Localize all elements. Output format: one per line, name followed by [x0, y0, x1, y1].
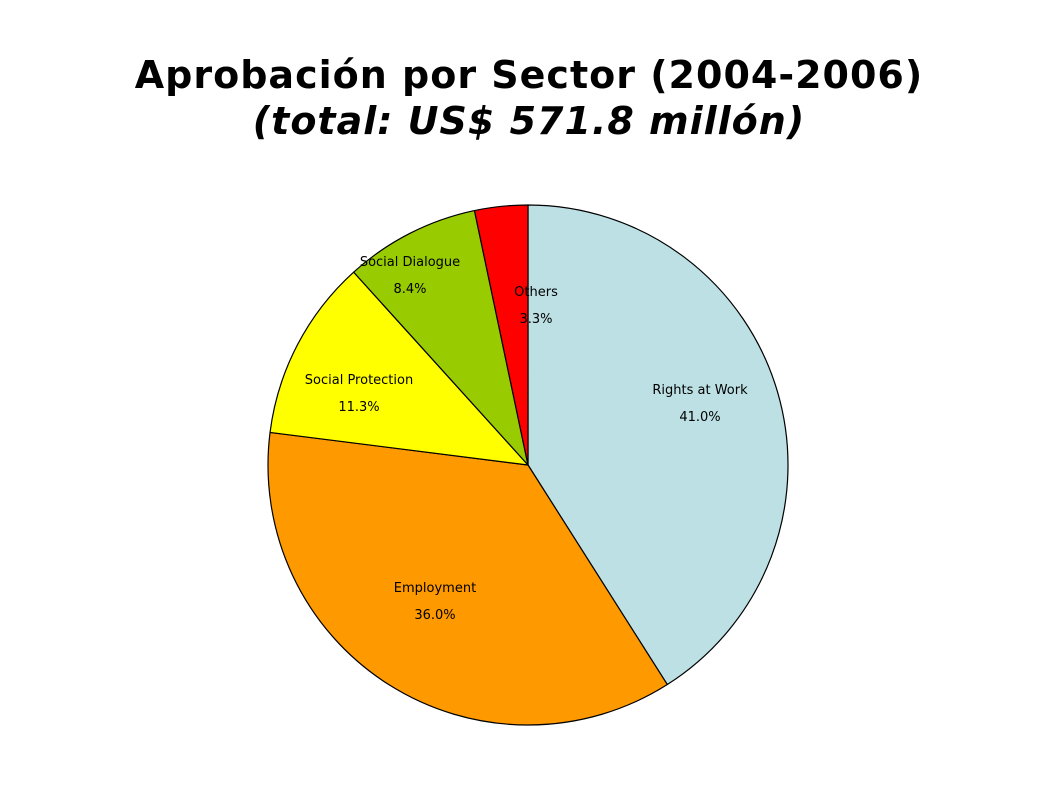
- pie-slices: [267, 204, 789, 726]
- pie-slice-others: [473, 204, 529, 466]
- slice-value-social-protection: 11.3%: [338, 400, 379, 415]
- slice-value-employment: 36.0%: [414, 608, 455, 623]
- slice-label-employment: Employment: [394, 581, 476, 596]
- pie-slice-social-protection: [269, 271, 529, 466]
- pie-slice-employment: [267, 431, 668, 726]
- chart-title: Aprobación por Sector (2004-2006): [134, 53, 924, 97]
- pie-slice-rights-at-work: [527, 204, 789, 686]
- chart-title-block: Aprobación por Sector (2004-2006) (total…: [0, 52, 1058, 144]
- slice-label-social-dialogue: Social Dialogue: [360, 255, 460, 270]
- pie-slice-social-dialogue: [353, 209, 529, 466]
- slice-value-social-dialogue: 8.4%: [393, 282, 426, 297]
- slice-label-others: Others: [514, 285, 558, 300]
- slice-label-rights-at-work: Rights at Work: [652, 383, 748, 398]
- slice-value-rights-at-work: 41.0%: [679, 410, 720, 425]
- slice-value-others: 3.3%: [519, 312, 552, 327]
- slice-label-social-protection: Social Protection: [305, 373, 413, 388]
- chart-subtitle: (total: US$ 571.8 millón): [252, 99, 806, 143]
- pie-labels: Rights at Work 41.0% Employment 36.0% Social…: [305, 255, 748, 623]
